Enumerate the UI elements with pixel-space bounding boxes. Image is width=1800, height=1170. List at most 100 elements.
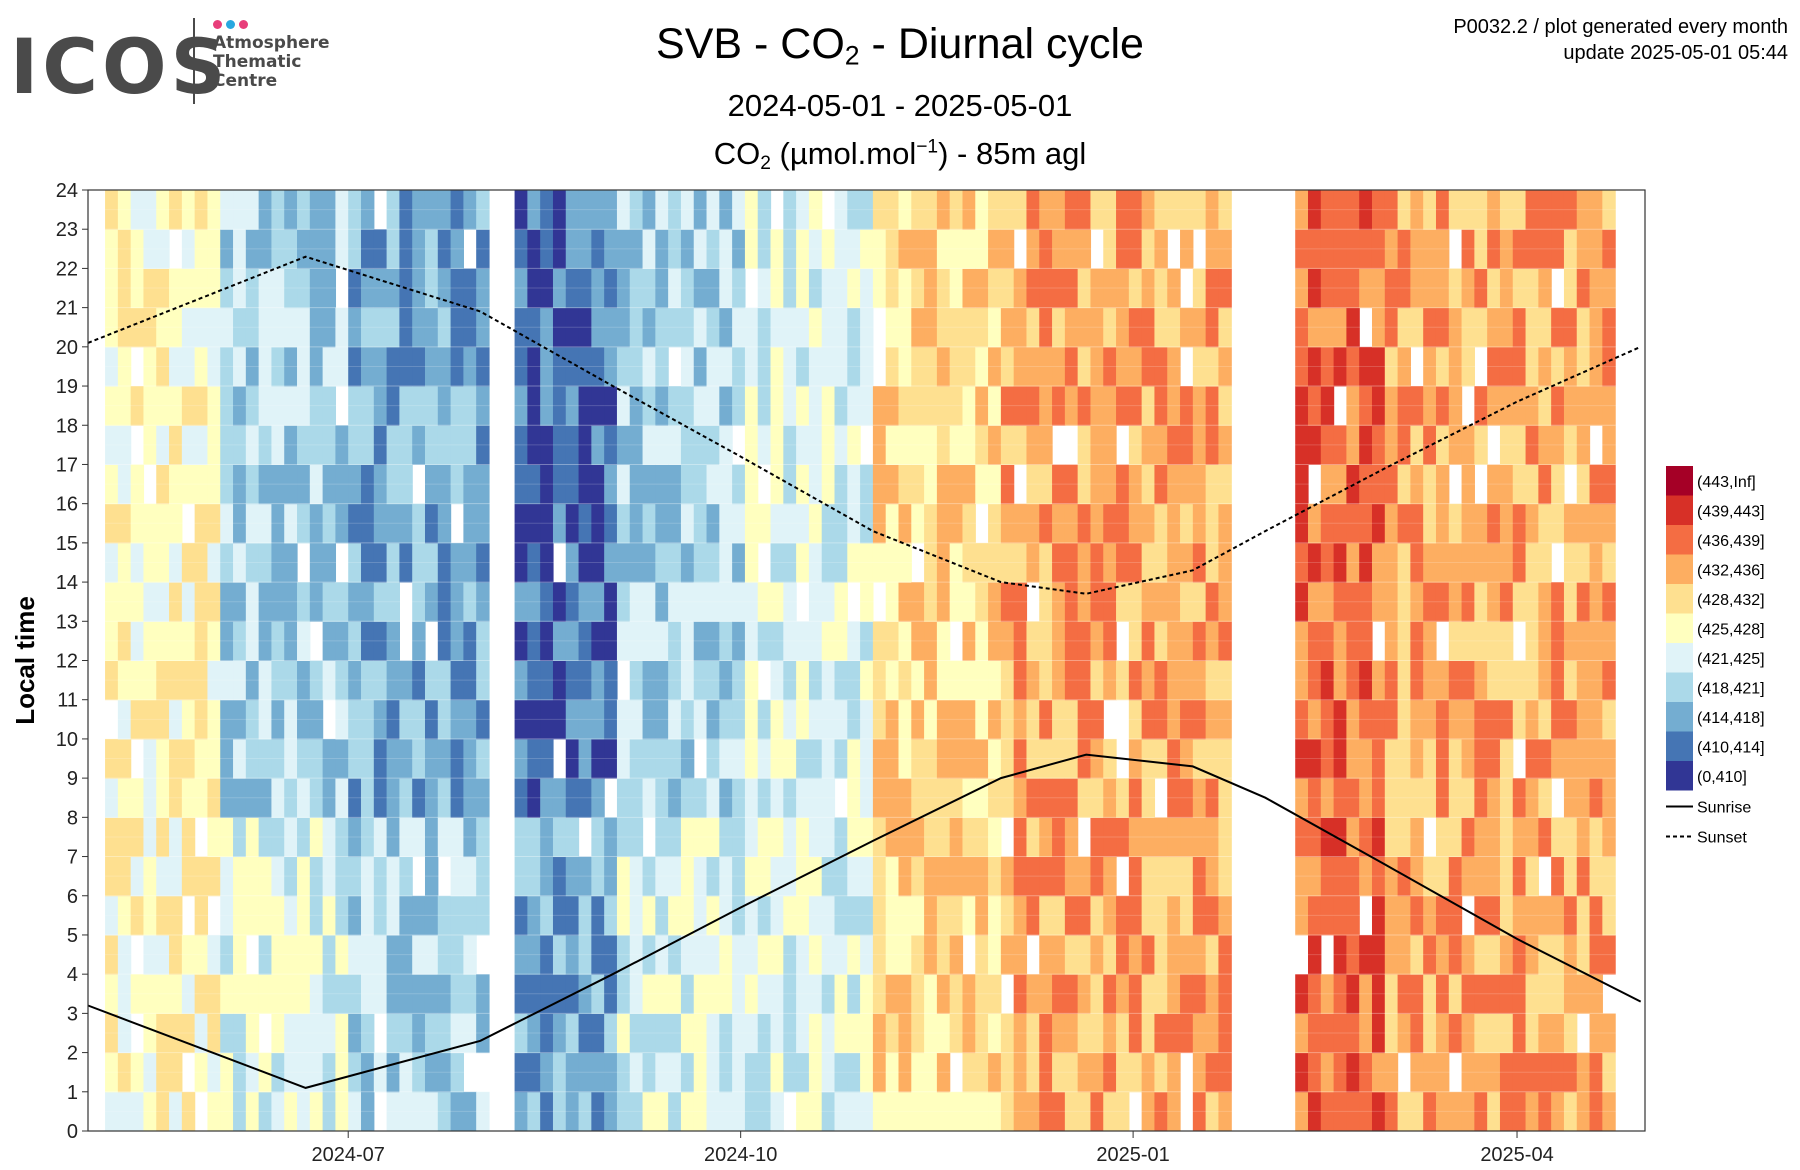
- heatmap-cell: [130, 503, 145, 544]
- heatmap-cell: [770, 425, 784, 465]
- heatmap-cell: [1551, 346, 1565, 387]
- heatmap-cell: [1090, 268, 1104, 309]
- heatmap-cell: [1397, 621, 1411, 661]
- heatmap-cell: [1039, 621, 1053, 661]
- heatmap-cell: [1205, 307, 1220, 348]
- heatmap-cell: [936, 1091, 951, 1132]
- heatmap-cell: [1180, 464, 1194, 505]
- heatmap-cell: [220, 817, 234, 858]
- heatmap-cell: [719, 660, 733, 701]
- heatmap-cell: [1180, 817, 1194, 858]
- heatmap-cell: [1116, 582, 1130, 622]
- heatmap-cell: [744, 934, 759, 975]
- heatmap-cell: [629, 660, 644, 701]
- heatmap-cell: [552, 1091, 567, 1132]
- heatmap-cell: [552, 974, 567, 1014]
- heatmap-cell: [1410, 268, 1424, 309]
- heatmap-cell: [348, 699, 362, 740]
- heatmap-cell: [693, 778, 708, 818]
- heatmap-cell: [821, 268, 836, 309]
- heatmap-cell: [808, 1013, 823, 1054]
- heatmap-cell: [1218, 699, 1232, 740]
- heatmap-cell: [1013, 503, 1028, 544]
- heatmap-cell: [1359, 503, 1373, 544]
- sunrise-line: [87, 753, 1642, 1089]
- heatmap-cell: [1128, 660, 1143, 701]
- heatmap-cell: [309, 190, 324, 230]
- heatmap-cell: [1090, 190, 1104, 230]
- heatmap-cell: [1397, 464, 1411, 505]
- heatmap-cell: [245, 425, 260, 465]
- heatmap-cell: [1576, 190, 1591, 230]
- heatmap-cell: [1077, 778, 1092, 818]
- heatmap-cell: [1320, 542, 1335, 583]
- heatmap-cell: [437, 268, 452, 309]
- heatmap-cell: [105, 346, 119, 387]
- heatmap-cell: [757, 425, 772, 465]
- heatmap-cell: [1205, 817, 1220, 858]
- heatmap-cell: [834, 699, 848, 740]
- heatmap-cell: [245, 1091, 260, 1132]
- heatmap-cell: [361, 229, 375, 269]
- heatmap-cell: [898, 307, 912, 348]
- heatmap-cell: [565, 346, 580, 387]
- heatmap-cell: [412, 1091, 426, 1132]
- heatmap-cell: [1499, 1013, 1514, 1054]
- heatmap-cell: [335, 464, 349, 505]
- heatmap-cell: [1000, 542, 1015, 583]
- heatmap-cell: [1487, 503, 1501, 544]
- heatmap-cell: [808, 346, 823, 387]
- heatmap-cell: [297, 268, 311, 309]
- heatmap-cell: [309, 464, 324, 505]
- heatmap-cell: [693, 621, 708, 661]
- heatmap-cell: [898, 1052, 912, 1093]
- heatmap-cell: [1359, 660, 1373, 701]
- heatmap-cell: [1589, 464, 1603, 505]
- heatmap-cell: [1487, 1091, 1501, 1132]
- heatmap-cell: [476, 503, 490, 544]
- heatmap-cell: [156, 699, 170, 740]
- heatmap-cell: [770, 778, 784, 818]
- heatmap-cell: [552, 425, 567, 465]
- legend-label: (436,439]: [1697, 533, 1765, 550]
- heatmap-cell: [258, 542, 273, 583]
- heatmap-cell: [1397, 778, 1411, 818]
- heatmap-cell: [1180, 699, 1194, 740]
- heatmap-cell: [335, 817, 349, 858]
- heatmap-cell: [629, 582, 644, 622]
- heatmap-cell: [911, 582, 925, 622]
- heatmap-cell: [962, 738, 976, 779]
- heatmap-cell: [1359, 386, 1373, 426]
- heatmap-cell: [335, 190, 349, 230]
- heatmap-cell: [949, 660, 964, 701]
- heatmap-cell: [885, 1052, 900, 1093]
- heatmap-cell: [1026, 503, 1040, 544]
- heatmap-cell: [962, 425, 976, 465]
- heatmap-cell: [1154, 268, 1168, 309]
- heatmap-cell: [1487, 660, 1501, 701]
- heatmap-cell: [361, 778, 375, 818]
- heatmap-cell: [1589, 386, 1603, 426]
- heatmap-cell: [412, 229, 426, 269]
- heatmap-cell: [1141, 856, 1156, 897]
- heatmap-cell: [616, 895, 631, 936]
- heatmap-cell: [1551, 856, 1565, 897]
- heatmap-cell: [1551, 229, 1565, 269]
- heatmap-cell: [821, 307, 836, 348]
- heatmap-cell: [1525, 1091, 1539, 1132]
- heatmap-cell: [373, 503, 388, 544]
- heatmap-cell: [297, 503, 311, 544]
- heatmap-cell: [936, 542, 951, 583]
- heatmap-cell: [156, 386, 170, 426]
- heatmap-cell: [1192, 934, 1207, 975]
- heatmap-cell: [207, 817, 221, 858]
- heatmap-cell: [207, 307, 221, 348]
- heatmap-cell: [348, 895, 362, 936]
- heatmap-cell: [271, 895, 285, 936]
- logo-dot-2: [226, 20, 235, 29]
- heatmap-cell: [245, 817, 260, 858]
- heatmap-cell: [860, 268, 874, 309]
- heatmap-cell: [258, 464, 273, 505]
- heatmap-cell: [105, 738, 119, 779]
- heatmap-cell: [181, 778, 196, 818]
